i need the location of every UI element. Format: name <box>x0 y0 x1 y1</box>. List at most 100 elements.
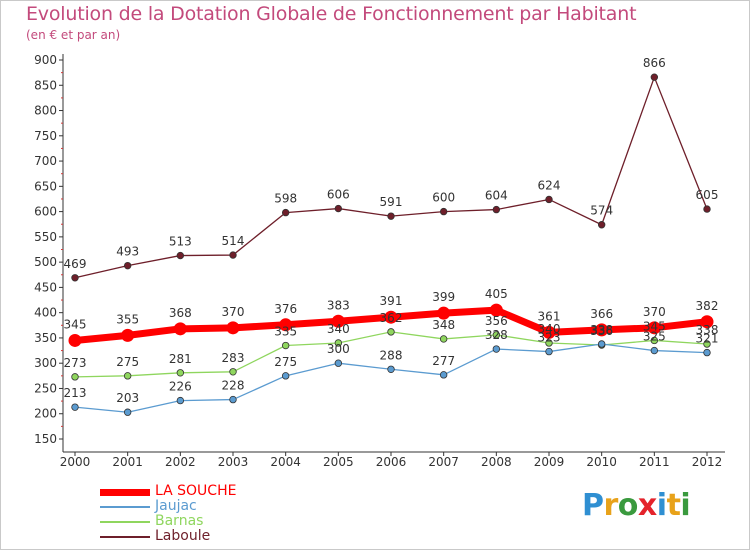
data-point-barnas <box>229 368 237 376</box>
y-tick-label: 450 <box>34 280 57 294</box>
legend-swatch <box>100 536 150 538</box>
data-label-laboule: 605 <box>696 188 719 202</box>
data-point-jaujac <box>650 346 659 355</box>
legend-item-barnas: Barnas <box>100 513 300 530</box>
data-label-laboule: 606 <box>327 188 350 202</box>
logo-letter: i <box>656 488 667 523</box>
x-tick-label: 2005 <box>323 455 354 469</box>
data-label-la-souche: 370 <box>643 305 666 319</box>
data-point-laboule <box>281 208 290 217</box>
data-point-laboule <box>703 205 711 213</box>
data-label-laboule: 598 <box>274 192 297 206</box>
data-point-laboule <box>387 212 395 220</box>
data-label-jaujac: 226 <box>169 380 192 394</box>
legend-label: Barnas <box>155 513 204 529</box>
data-point-la-souche <box>121 328 135 342</box>
data-label-barnas: 336 <box>590 324 613 338</box>
data-point-barnas <box>334 339 343 347</box>
data-point-jaujac <box>71 403 79 411</box>
data-label-jaujac: 203 <box>116 391 139 405</box>
data-label-jaujac: 321 <box>696 332 719 346</box>
legend-item-laboule: Laboule <box>100 528 300 545</box>
data-point-laboule <box>123 261 132 270</box>
data-label-la-souche: 376 <box>274 302 297 316</box>
y-tick-label: 800 <box>34 104 57 118</box>
data-label-barnas: 362 <box>380 311 403 325</box>
logo-letter: P <box>582 488 604 523</box>
data-label-barnas: 345 <box>643 319 666 333</box>
legend-item-jaujac: Jaujac <box>100 498 300 515</box>
data-label-laboule: 591 <box>380 195 403 209</box>
data-label-la-souche: 399 <box>432 290 455 304</box>
logo-letter: o <box>617 488 639 523</box>
data-label-barnas: 348 <box>432 318 455 332</box>
logo-letter: r <box>603 488 619 523</box>
data-label-laboule: 469 <box>64 257 87 271</box>
data-point-laboule <box>176 251 185 260</box>
y-tick-label: 400 <box>34 306 57 320</box>
data-point-laboule <box>71 274 79 282</box>
data-point-la-souche <box>331 314 345 328</box>
data-label-laboule: 624 <box>538 178 561 192</box>
x-tick-label: 2006 <box>376 455 407 469</box>
data-label-la-souche: 361 <box>538 309 561 323</box>
data-point-barnas <box>71 373 79 381</box>
data-label-jaujac: 300 <box>327 342 350 356</box>
data-label-laboule: 866 <box>643 56 666 70</box>
data-point-la-souche <box>700 315 714 329</box>
data-label-jaujac: 338 <box>590 323 613 337</box>
data-point-laboule <box>492 205 501 214</box>
data-label-laboule: 600 <box>432 191 455 205</box>
x-tick-label: 2008 <box>481 455 512 469</box>
proxiti-logo: Proxiti <box>582 488 691 523</box>
chart-title: Evolution de la Dotation Globale de Fonc… <box>26 3 637 25</box>
data-point-barnas <box>281 341 290 350</box>
data-point-la-souche <box>173 322 187 336</box>
data-point-barnas <box>123 372 132 380</box>
data-point-laboule <box>229 251 237 259</box>
legend-label: Laboule <box>155 528 211 544</box>
logo-letter: i <box>680 488 691 523</box>
y-tick-label: 250 <box>34 381 57 395</box>
data-label-barnas: 338 <box>696 323 719 337</box>
x-tick-label: 2003 <box>218 455 249 469</box>
chart-subtitle: (en € et par an) <box>26 28 121 42</box>
data-label-barnas: 275 <box>116 355 139 369</box>
x-tick-label: 2010 <box>586 455 617 469</box>
x-tick-label: 2000 <box>60 455 91 469</box>
data-label-la-souche: 370 <box>222 305 245 319</box>
y-tick-label: 900 <box>34 53 57 67</box>
data-label-barnas: 281 <box>169 352 192 366</box>
data-label-jaujac: 228 <box>222 379 245 393</box>
data-point-jaujac <box>123 408 132 416</box>
data-label-jaujac: 277 <box>432 354 455 368</box>
data-point-jaujac <box>387 365 395 373</box>
data-point-barnas <box>703 340 711 348</box>
data-point-jaujac <box>176 396 185 405</box>
logo-letter: x <box>637 488 657 523</box>
x-tick-label: 2001 <box>112 455 143 469</box>
x-tick-label: 2002 <box>165 455 196 469</box>
data-point-barnas <box>492 331 501 339</box>
data-label-barnas: 283 <box>222 351 245 365</box>
data-point-laboule <box>597 221 606 229</box>
data-label-laboule: 513 <box>169 235 192 249</box>
logo-letter: t <box>666 488 681 523</box>
data-label-la-souche: 405 <box>485 287 508 301</box>
data-label-la-souche: 383 <box>327 298 350 312</box>
data-point-jaujac <box>281 372 290 380</box>
data-label-jaujac: 325 <box>643 330 666 344</box>
y-tick-label: 350 <box>34 331 57 345</box>
y-tick-label: 200 <box>34 407 57 421</box>
legend-swatch <box>100 488 150 496</box>
data-point-barnas <box>545 339 553 347</box>
y-tick-label: 300 <box>34 356 57 370</box>
data-point-jaujac <box>439 371 448 379</box>
data-label-la-souche: 345 <box>64 317 87 331</box>
data-label-laboule: 514 <box>222 234 245 248</box>
data-point-jaujac <box>334 359 343 367</box>
data-point-jaujac <box>703 348 711 357</box>
data-point-laboule <box>334 204 343 213</box>
